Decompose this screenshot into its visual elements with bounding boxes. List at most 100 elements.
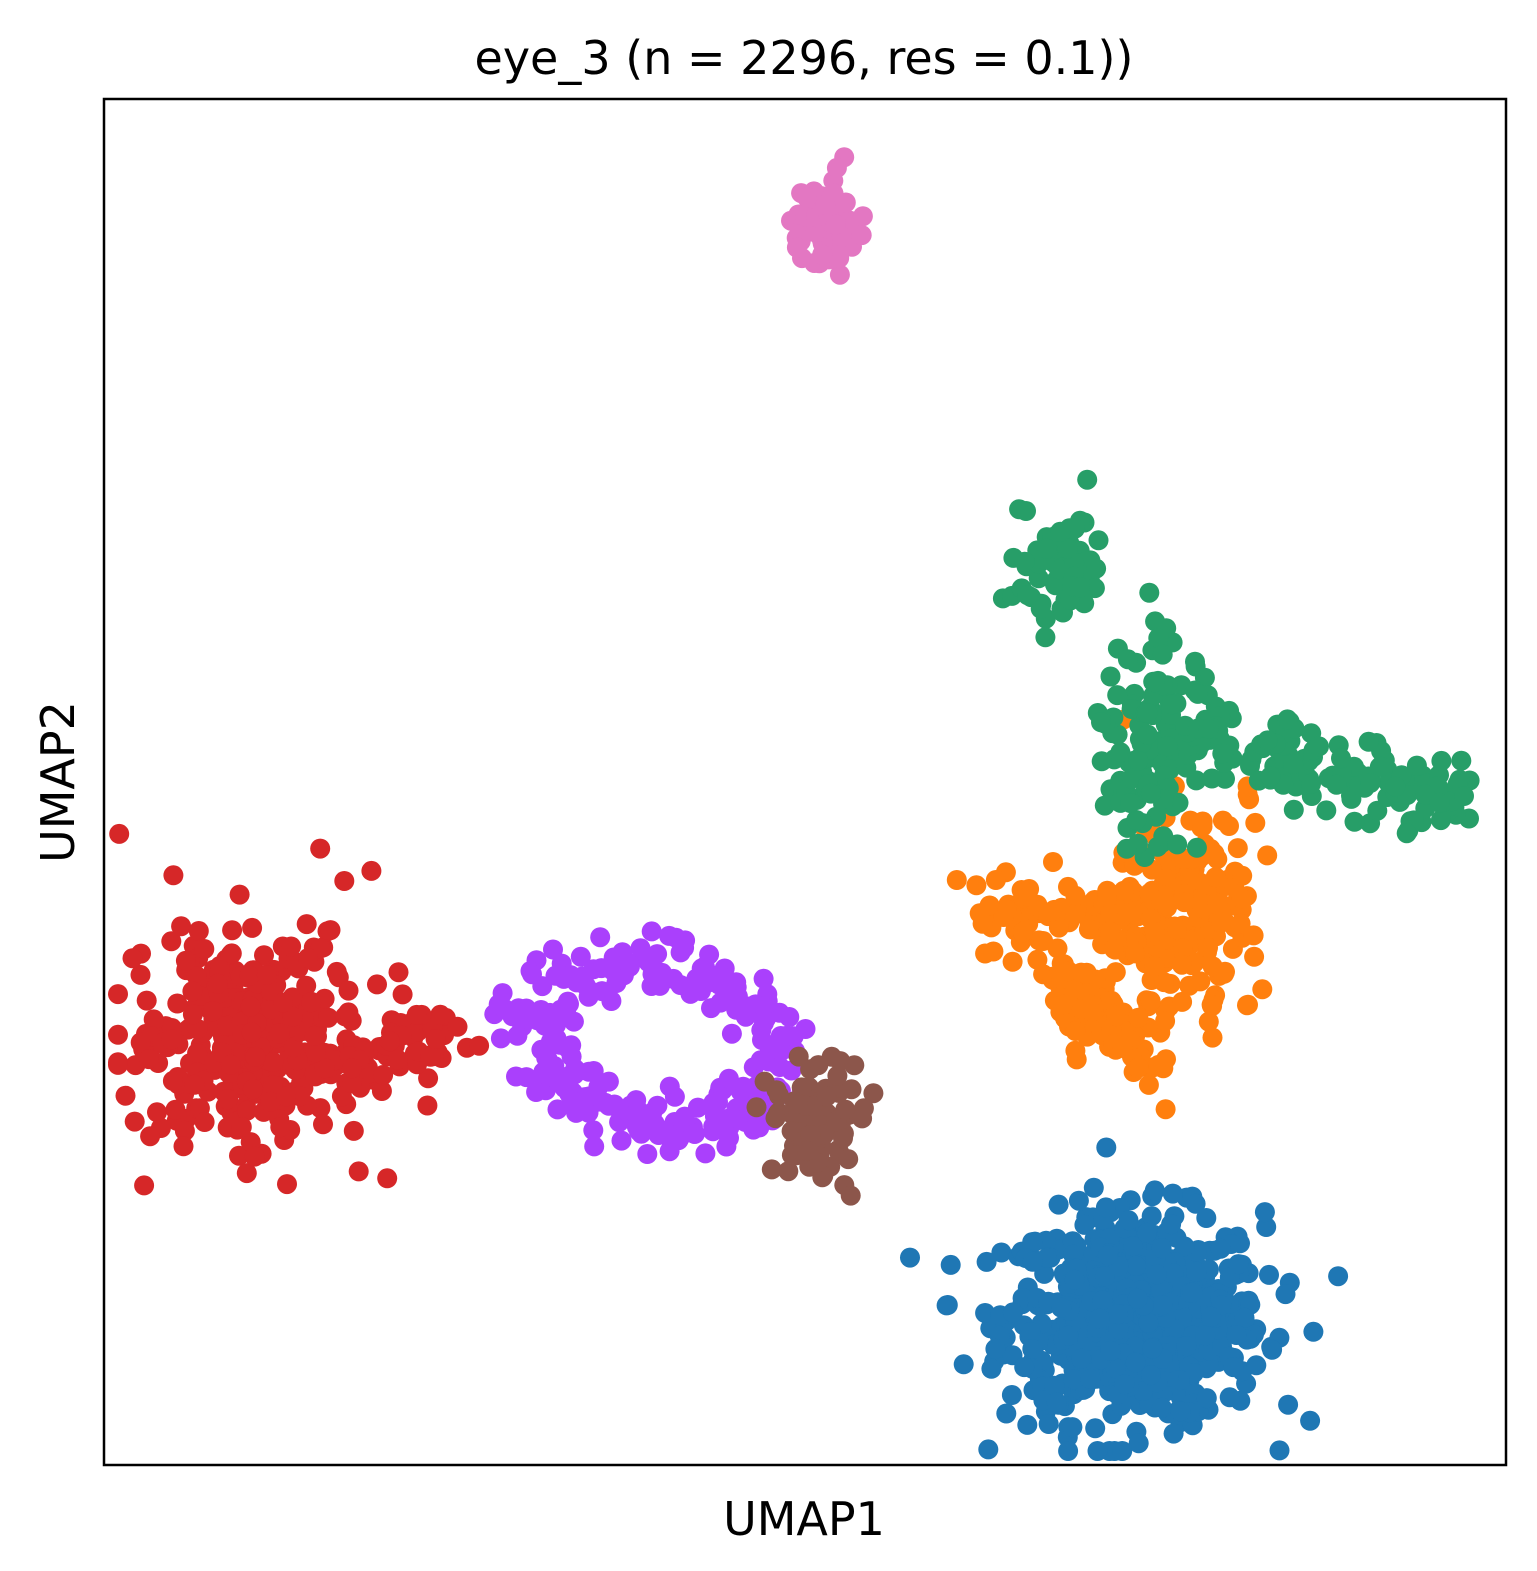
scatter-point-cluster-0 [1170, 1401, 1191, 1422]
scatter-point-cluster-0 [1254, 1202, 1275, 1223]
scatter-point-cluster-2 [1107, 685, 1128, 706]
scatter-point-cluster-4 [691, 958, 712, 979]
scatter-point-cluster-2 [1137, 703, 1158, 723]
scatter-point-cluster-3 [161, 931, 182, 952]
scatter-point-cluster-3 [143, 1009, 164, 1030]
scatter-point-cluster-1 [1227, 838, 1248, 859]
scatter-point-cluster-4 [601, 991, 622, 1011]
scatter-point-cluster-3 [245, 1046, 266, 1067]
scatter-point-cluster-2 [1198, 718, 1219, 739]
scatter-point-cluster-1 [1244, 946, 1265, 967]
scatter-point-cluster-1 [1065, 904, 1086, 924]
scatter-point-cluster-0 [1219, 1387, 1240, 1408]
scatter-point-cluster-0 [1012, 1288, 1033, 1309]
scatter-point-cluster-2 [1137, 724, 1158, 745]
scatter-point-cluster-4 [531, 1039, 552, 1060]
scatter-point-cluster-3 [222, 920, 243, 941]
scatter-point-cluster-0 [1022, 1251, 1043, 1272]
scatter-point-cluster-4 [606, 973, 627, 993]
scatter-point-cluster-1 [997, 899, 1017, 920]
scatter-point-cluster-2 [1120, 793, 1141, 813]
scatter-point-cluster-1 [1192, 816, 1213, 837]
scatter-point-cluster-3 [242, 1079, 263, 1100]
scatter-point-cluster-5 [788, 1093, 808, 1114]
scatter-point-cluster-0 [1210, 1238, 1231, 1259]
scatter-point-cluster-0 [1085, 1418, 1106, 1439]
scatter-point-cluster-4 [590, 927, 611, 948]
scatter-point-cluster-1 [1117, 903, 1138, 924]
scatter-point-cluster-0 [1046, 1392, 1067, 1413]
scatter-point-cluster-3 [109, 823, 130, 844]
scatter-point-cluster-0 [1096, 1137, 1117, 1158]
scatter-point-cluster-3 [318, 1007, 339, 1028]
scatter-point-cluster-4 [674, 1106, 695, 1127]
scatter-point-cluster-1 [1076, 963, 1097, 984]
scatter-point-cluster-4 [749, 1117, 770, 1138]
scatter-point-cluster-4 [526, 1082, 547, 1102]
scatter-point-cluster-5 [778, 1161, 799, 1182]
scatter-point-cluster-4 [753, 996, 774, 1017]
scatter-point-cluster-3 [221, 943, 242, 964]
scatter-point-cluster-0 [976, 1251, 997, 1272]
scatter-point-cluster-2 [1014, 551, 1035, 572]
scatter-point-cluster-2 [1144, 672, 1165, 693]
scatter-point-cluster-1 [1205, 867, 1226, 888]
scatter-point-cluster-0 [1185, 1193, 1206, 1214]
scatter-point-cluster-3 [388, 962, 409, 983]
scatter-point-cluster-6 [825, 214, 846, 235]
scatter-point-cluster-3 [269, 1023, 290, 1044]
scatter-point-cluster-4 [583, 1120, 604, 1141]
scatter-point-cluster-0 [1303, 1321, 1324, 1342]
scatter-point-cluster-2 [1316, 800, 1337, 821]
scatter-point-cluster-0 [1196, 1388, 1217, 1409]
scatter-point-cluster-1 [1100, 903, 1121, 924]
scatter-point-cluster-4 [625, 1104, 646, 1125]
scatter-point-cluster-6 [786, 237, 807, 258]
scatter-point-cluster-1 [1245, 812, 1266, 833]
scatter-point-cluster-1 [1198, 1011, 1219, 1032]
scatter-point-cluster-3 [162, 1070, 183, 1091]
scatter-point-cluster-4 [544, 1067, 565, 1088]
scatter-point-cluster-0 [1022, 1339, 1043, 1359]
scatter-point-cluster-0 [1174, 1236, 1195, 1257]
scatter-point-cluster-3 [207, 973, 228, 994]
scatter-point-cluster-3 [244, 1146, 265, 1167]
scatter-point-cluster-3 [256, 965, 277, 985]
scatter-point-cluster-3 [182, 981, 203, 1002]
scatter-point-cluster-4 [663, 968, 684, 989]
scatter-point-cluster-3 [136, 990, 157, 1011]
scatter-point-cluster-0 [1176, 1336, 1197, 1357]
scatter-point-cluster-1 [1017, 886, 1038, 907]
scatter-point-cluster-5 [841, 1079, 862, 1100]
scatter-point-cluster-6 [852, 206, 873, 227]
scatter-point-cluster-0 [1112, 1441, 1133, 1461]
scatter-point-cluster-1 [1154, 972, 1174, 993]
scatter-point-cluster-1 [1232, 865, 1253, 886]
scatter-point-cluster-3 [140, 1126, 161, 1147]
scatter-point-cluster-0 [1094, 1266, 1115, 1287]
scatter-point-cluster-3 [231, 1117, 252, 1137]
scatter-point-cluster-0 [1269, 1440, 1290, 1461]
scatter-point-cluster-1 [1078, 919, 1099, 940]
scatter-point-cluster-0 [1001, 1385, 1022, 1405]
scatter-point-cluster-5 [852, 1108, 873, 1129]
scatter-point-cluster-4 [506, 1066, 526, 1087]
scatter-point-cluster-1 [1144, 922, 1165, 942]
scatter-point-cluster-2 [1116, 838, 1137, 859]
scatter-point-cluster-0 [1195, 1325, 1216, 1346]
scatter-point-cluster-4 [545, 965, 566, 986]
scatter-point-cluster-0 [978, 1439, 999, 1460]
scatter-point-cluster-1 [1140, 991, 1161, 1012]
scatter-point-cluster-4 [600, 955, 621, 976]
scatter-point-cluster-4 [562, 1091, 583, 1111]
scatter-point-cluster-0 [1246, 1355, 1267, 1376]
scatter-point-cluster-4 [638, 952, 659, 973]
scatter-point-cluster-2 [1069, 577, 1090, 598]
scatter-point-cluster-0 [975, 1303, 996, 1323]
scatter-point-cluster-0 [1162, 1183, 1183, 1204]
scatter-point-cluster-3 [425, 1029, 446, 1049]
scatter-point-cluster-4 [710, 992, 731, 1013]
scatter-point-cluster-2 [1126, 810, 1147, 830]
scatter-point-cluster-1 [1257, 845, 1278, 866]
scatter-point-cluster-1 [1097, 887, 1117, 908]
